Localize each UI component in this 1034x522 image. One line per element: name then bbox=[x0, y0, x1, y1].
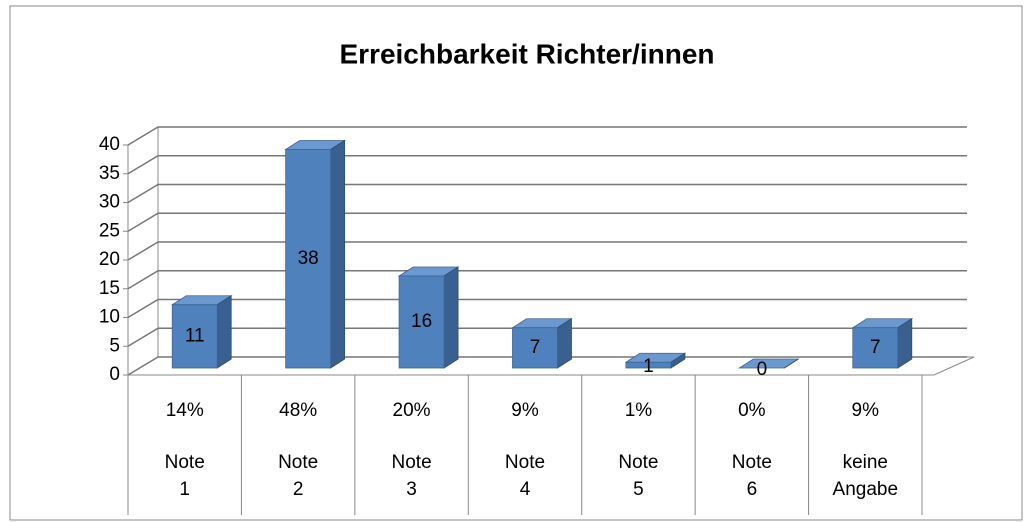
data-label: 7 bbox=[870, 337, 881, 358]
label-line: Note bbox=[392, 452, 432, 473]
bar-front bbox=[512, 327, 558, 369]
percentage-label: 48% bbox=[279, 400, 317, 421]
x-tick-label: Note 2 bbox=[278, 452, 318, 500]
data-label: 1 bbox=[643, 356, 654, 377]
bar bbox=[397, 266, 460, 369]
bar bbox=[851, 318, 914, 369]
bar bbox=[170, 295, 233, 369]
y-tick-label: 5 bbox=[109, 335, 120, 356]
bar-front bbox=[398, 275, 445, 369]
bar bbox=[737, 358, 800, 369]
bar-side bbox=[330, 139, 346, 369]
percentage-label: 0% bbox=[738, 400, 766, 421]
y-tick-label: 35 bbox=[99, 163, 120, 184]
data-label: 7 bbox=[530, 337, 541, 358]
bar-side bbox=[443, 266, 459, 369]
label-line: 6 bbox=[747, 479, 758, 500]
percentage-label: 9% bbox=[511, 400, 539, 421]
label-line: Note bbox=[165, 452, 205, 473]
bar-front bbox=[285, 149, 332, 369]
bar bbox=[284, 139, 347, 369]
label-line: 4 bbox=[520, 479, 531, 500]
grid-line bbox=[127, 155, 967, 175]
bar-side bbox=[784, 358, 799, 369]
grid-line bbox=[127, 212, 967, 232]
bar bbox=[624, 352, 687, 369]
label-line: 1 bbox=[179, 479, 190, 500]
label-line: 3 bbox=[406, 479, 417, 500]
grid-line bbox=[127, 356, 967, 376]
x-tick-label: Note 6 bbox=[732, 452, 772, 500]
y-tick-label: 15 bbox=[99, 278, 120, 299]
y-tick-label: 40 bbox=[99, 134, 120, 155]
y-tick-label: 25 bbox=[99, 220, 120, 241]
label-line: Angabe bbox=[833, 479, 899, 500]
x-tick-label: Note 1 bbox=[165, 452, 205, 500]
grid-line bbox=[127, 270, 967, 290]
y-tick-label: 0 bbox=[109, 364, 120, 385]
data-label: 16 bbox=[411, 311, 432, 332]
y-tick-label: 10 bbox=[99, 307, 120, 328]
label-line: 5 bbox=[633, 479, 644, 500]
bar-side bbox=[897, 318, 913, 369]
label-line: Note bbox=[505, 452, 545, 473]
y-tick-label: 20 bbox=[99, 249, 120, 270]
data-label: 38 bbox=[298, 248, 319, 269]
grid-line bbox=[127, 241, 967, 261]
grid-line bbox=[127, 327, 967, 347]
grid-line bbox=[127, 298, 967, 319]
chart-title: Erreichbarkeit Richter/innen bbox=[339, 38, 714, 69]
label-line: Note bbox=[278, 452, 318, 473]
bar-front bbox=[171, 304, 218, 369]
y-tick-label: 30 bbox=[99, 192, 120, 213]
percentage-label: 1% bbox=[625, 400, 653, 421]
grid-line bbox=[127, 183, 967, 204]
bar bbox=[511, 318, 573, 369]
data-label: 11 bbox=[185, 325, 205, 346]
percentage-label: 14% bbox=[166, 400, 204, 421]
bar-front bbox=[852, 327, 899, 369]
label-line: 2 bbox=[293, 479, 304, 500]
x-tick-label: keine Angabe bbox=[833, 452, 899, 500]
x-tick-label: Note 5 bbox=[618, 452, 658, 500]
x-tick-label: Note 3 bbox=[392, 452, 432, 500]
bar-side bbox=[557, 318, 572, 369]
label-line: Note bbox=[732, 452, 772, 473]
label-line: keine bbox=[843, 452, 888, 473]
percentage-label: 9% bbox=[852, 400, 880, 421]
bar-side bbox=[216, 295, 232, 369]
x-tick-label: Note 4 bbox=[505, 452, 545, 500]
data-label: 0 bbox=[757, 359, 768, 380]
bar-front bbox=[625, 361, 672, 369]
percentage-label: 20% bbox=[393, 400, 431, 421]
chart-border bbox=[9, 5, 1023, 521]
grid-line bbox=[127, 126, 967, 146]
label-line: Note bbox=[618, 452, 658, 473]
